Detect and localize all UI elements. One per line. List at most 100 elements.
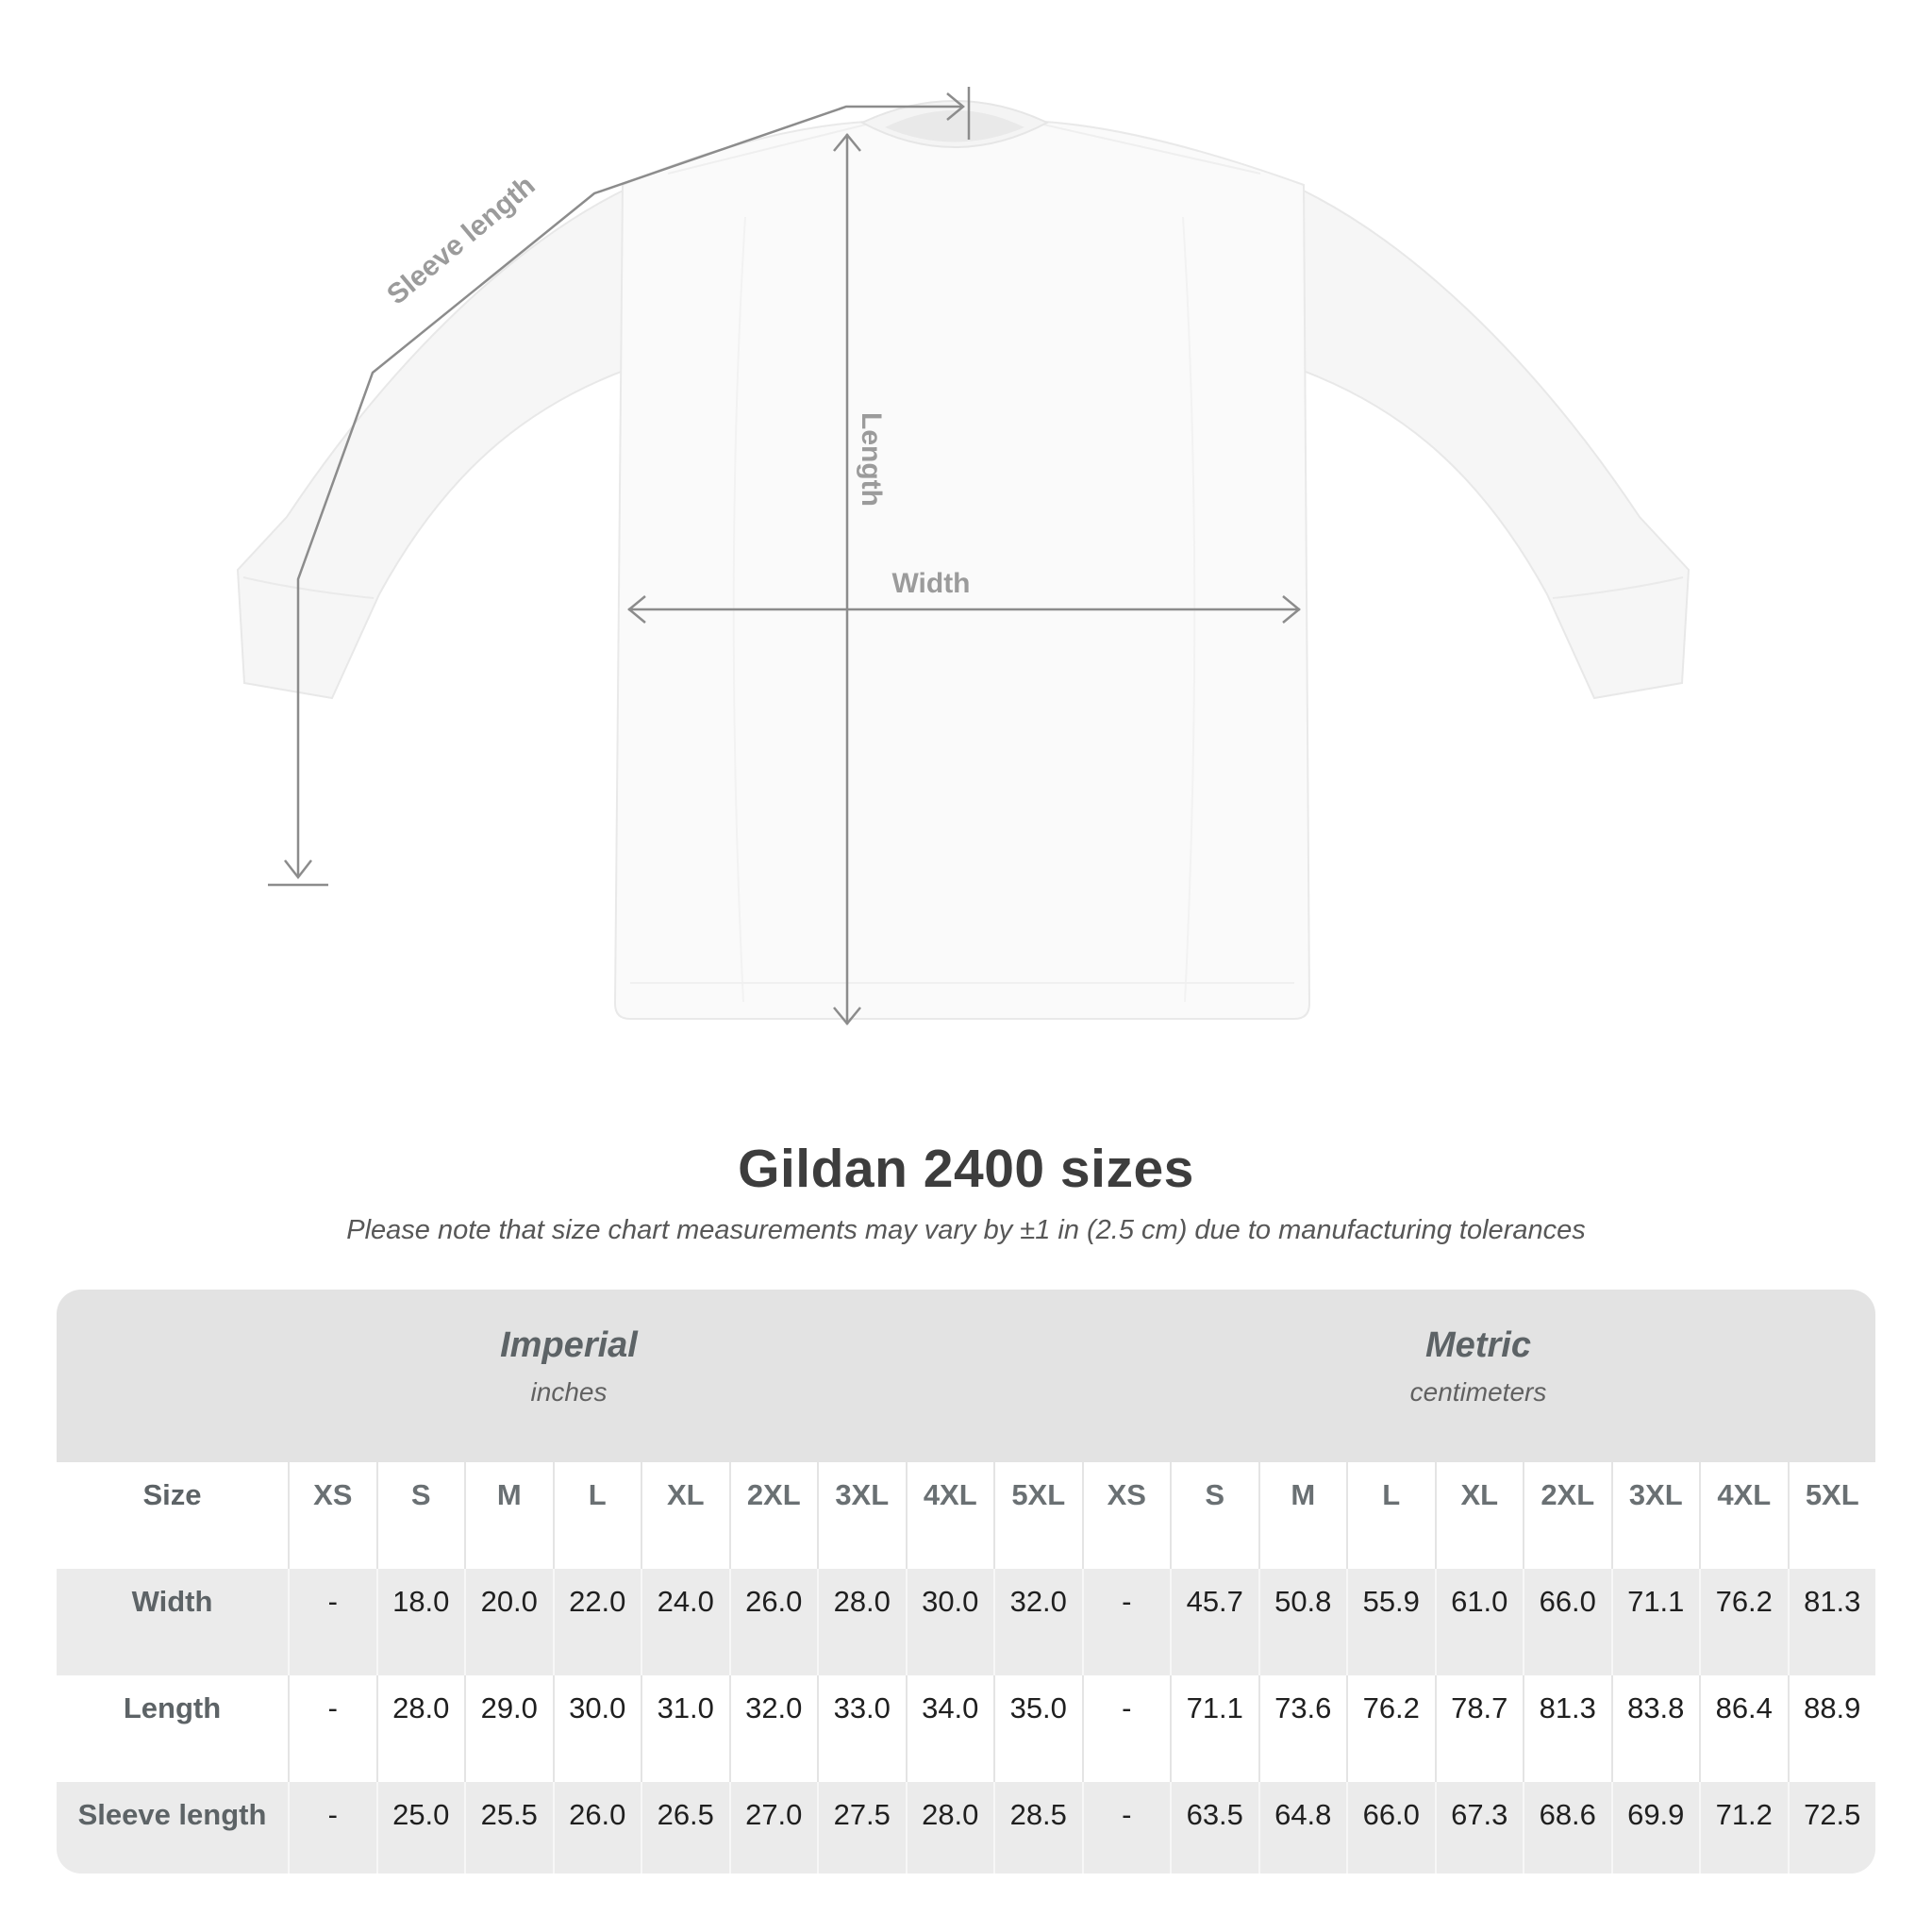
measurement-value-imperial: 33.0	[817, 1675, 906, 1782]
size-column-header: XS	[288, 1462, 376, 1569]
size-column-header: XL	[641, 1462, 729, 1569]
size-column-header: 2XL	[728, 1462, 818, 1569]
unit-group-metric: Metric centimeters	[1081, 1290, 1875, 1462]
measurement-value-metric: 88.9	[1787, 1675, 1876, 1782]
unit-group-label: Imperial	[500, 1325, 638, 1365]
measurement-value-metric: 68.6	[1523, 1782, 1611, 1874]
measurement-value-imperial: 27.5	[817, 1782, 906, 1874]
size-column-header: L	[552, 1462, 641, 1569]
size-column-header: 5XL	[1787, 1462, 1876, 1569]
measurement-value-imperial: 22.0	[552, 1569, 641, 1675]
size-column-header: 3XL	[817, 1462, 906, 1569]
measurement-value-metric: 50.8	[1257, 1569, 1347, 1675]
measurement-value-metric: 83.8	[1610, 1675, 1700, 1782]
measurement-row-label: Width	[131, 1585, 213, 1618]
length-arrow	[833, 133, 861, 1025]
size-table: Imperial inches Metric centimeters Size X…	[57, 1290, 1875, 1874]
size-column-header: S	[375, 1462, 465, 1569]
units-header-band: Imperial inches Metric centimeters	[57, 1290, 1875, 1462]
measurement-value-imperial: 29.0	[464, 1675, 553, 1782]
size-column-header: XS	[1081, 1462, 1171, 1569]
measurement-value-metric: -	[1081, 1782, 1171, 1874]
unit-group-imperial: Imperial inches	[57, 1290, 1081, 1462]
measurement-value-metric: 73.6	[1257, 1675, 1347, 1782]
measurement-row-label: Length	[123, 1691, 222, 1724]
size-header-row: Size XS S M L XL 2XL 3XL 4XL 5XL XS S M L XL 2XL 3XL 4XL 5…	[57, 1462, 1875, 1569]
measurement-value-imperial: 28.0	[905, 1782, 994, 1874]
size-column-header: M	[1257, 1462, 1347, 1569]
size-grid: Size XS S M L XL 2XL 3XL 4XL 5XL XS S M L XL 2XL 3XL 4XL 5…	[57, 1462, 1875, 1874]
shirt-measurement-diagram: Sleeve length Length Width	[236, 87, 1690, 1025]
measurement-value-metric: 72.5	[1787, 1782, 1876, 1874]
measurement-value-metric: 67.3	[1434, 1782, 1524, 1874]
measurement-value-imperial: -	[288, 1569, 376, 1675]
measurement-value-metric: 66.0	[1346, 1782, 1435, 1874]
measurement-value-metric: 76.2	[1699, 1569, 1788, 1675]
measurement-value-imperial: 24.0	[641, 1569, 729, 1675]
measurement-value-imperial: 32.0	[993, 1569, 1082, 1675]
measurement-value-metric: 61.0	[1434, 1569, 1524, 1675]
measurement-value-imperial: 25.5	[464, 1782, 553, 1874]
measurement-value-imperial: 30.0	[552, 1675, 641, 1782]
measurement-value-imperial: 26.0	[728, 1569, 818, 1675]
shirt-body	[613, 120, 1311, 1020]
width-label: Width	[891, 568, 970, 599]
shirt-sleeves	[236, 170, 1690, 700]
measurement-value-imperial: 31.0	[641, 1675, 729, 1782]
measurement-row: Sleeve length -25.0 25.5 26.0 26.5 27.0 27.5 28…	[57, 1782, 1875, 1874]
measurement-value-metric: 66.0	[1523, 1569, 1611, 1675]
measurement-value-metric: 71.1	[1170, 1675, 1258, 1782]
page-title: Gildan 2400 sizes	[738, 1139, 1194, 1199]
long-sleeve-shirt-illustration: Sleeve length Length Width	[236, 87, 1690, 1025]
measurement-row: Length -28.0 29.0 30.0 31.0 32.0 33.0 34.0 35.0-…	[57, 1675, 1875, 1782]
measurement-value-imperial: 27.0	[728, 1782, 818, 1874]
measurement-value-metric: -	[1081, 1569, 1171, 1675]
size-column-header: 4XL	[1699, 1462, 1788, 1569]
measurement-value-metric: 71.1	[1610, 1569, 1700, 1675]
size-column-header: 4XL	[905, 1462, 994, 1569]
measurement-value-imperial: 18.0	[375, 1569, 465, 1675]
measurement-value-imperial: 28.0	[817, 1569, 906, 1675]
measurement-value-imperial: -	[288, 1675, 376, 1782]
page-subtitle: Please note that size chart measurements…	[346, 1215, 1586, 1245]
measurement-value-metric: 64.8	[1257, 1782, 1347, 1874]
measurement-value-imperial: 28.0	[375, 1675, 465, 1782]
measurement-value-imperial: 34.0	[905, 1675, 994, 1782]
measurement-value-imperial: 20.0	[464, 1569, 553, 1675]
measurement-value-metric: 63.5	[1170, 1782, 1258, 1874]
measurement-value-metric: 45.7	[1170, 1569, 1258, 1675]
unit-group-label: Metric	[1425, 1325, 1531, 1365]
width-arrow	[627, 595, 1301, 624]
measurement-value-imperial: 26.0	[552, 1782, 641, 1874]
measurement-value-metric: 69.9	[1610, 1782, 1700, 1874]
measurement-value-imperial: 32.0	[728, 1675, 818, 1782]
measurement-value-imperial: 26.5	[641, 1782, 729, 1874]
size-column-header: M	[464, 1462, 553, 1569]
measurement-value-metric: 76.2	[1346, 1675, 1435, 1782]
size-column-header: 2XL	[1523, 1462, 1611, 1569]
measurement-value-metric: 55.9	[1346, 1569, 1435, 1675]
measurement-row: Width -18.0 20.0 22.0 24.0 26.0 28.0 30.0 32.0-4…	[57, 1569, 1875, 1675]
measurement-value-imperial: 30.0	[905, 1569, 994, 1675]
measurement-value-metric: 86.4	[1699, 1675, 1788, 1782]
measurement-value-metric: 81.3	[1787, 1569, 1876, 1675]
measurement-value-imperial: -	[288, 1782, 376, 1874]
size-column-header: XL	[1434, 1462, 1524, 1569]
shirt-collar	[859, 100, 1050, 148]
measurement-value-imperial: 28.5	[993, 1782, 1082, 1874]
sleeve-length-arrow	[268, 87, 971, 887]
size-column-header: 5XL	[993, 1462, 1082, 1569]
size-column-header: L	[1346, 1462, 1435, 1569]
measurement-value-imperial: 35.0	[993, 1675, 1082, 1782]
measurement-row-label: Sleeve length	[77, 1798, 267, 1831]
measurement-value-imperial: 25.0	[375, 1782, 465, 1874]
measurement-value-metric: 78.7	[1434, 1675, 1524, 1782]
measurement-value-metric: 81.3	[1523, 1675, 1611, 1782]
size-column-header: 3XL	[1610, 1462, 1700, 1569]
unit-group-unit: centimeters	[1409, 1377, 1547, 1407]
measurement-value-metric: 71.2	[1699, 1782, 1788, 1874]
size-header-label: Size	[142, 1478, 202, 1511]
length-label: Length	[856, 412, 887, 507]
unit-group-unit: inches	[530, 1377, 608, 1407]
measurement-value-metric: -	[1081, 1675, 1171, 1782]
